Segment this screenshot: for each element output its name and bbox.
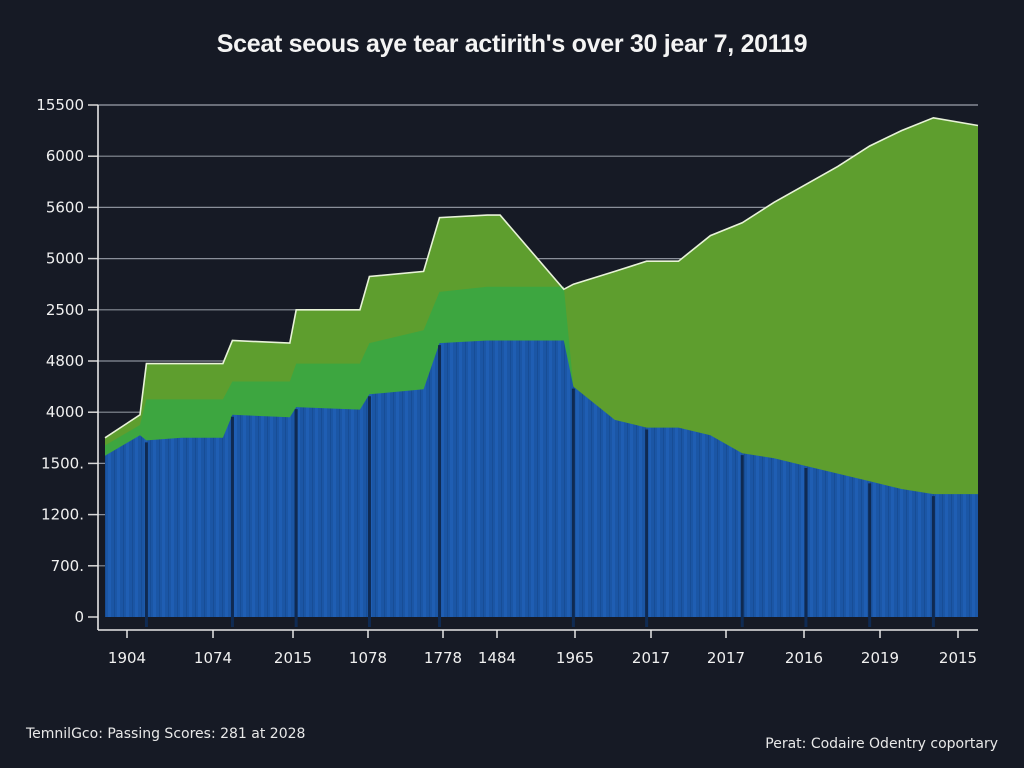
y-tick-label: 5600	[46, 198, 84, 216]
y-axis: 0 700. 1200. 1500. 4000 4800 2500 5000 5600 6000 1…	[36, 96, 99, 630]
x-tick-label: 1078	[349, 649, 387, 667]
x-tick-label: 2016	[785, 649, 823, 667]
area-top-outline	[104, 116, 979, 439]
area-series	[104, 116, 979, 627]
x-tick-label: 2017	[632, 649, 670, 667]
y-tick-label: 1200.	[41, 506, 84, 524]
x-tick-label: 2017	[707, 649, 745, 667]
y-tick-label: 4000	[46, 403, 84, 421]
x-tick-label: 1074	[194, 649, 232, 667]
y-tick-label: 700.	[51, 557, 84, 575]
chart-title: Sceat seous aye tear actirith's over 30 …	[216, 30, 808, 58]
footer-note-left: TemnilGco: Passing Scores: 281 at 2028	[26, 726, 306, 742]
x-tick-label: 1965	[556, 649, 594, 667]
x-tick-label: 1904	[108, 649, 146, 667]
y-tick-label: 5000	[46, 250, 84, 268]
y-tick-label: 4800	[46, 352, 84, 370]
x-axis: 1904 1074 2015 1078 1778 1484 1965 2017 2017 2016…	[98, 629, 978, 667]
x-tick-label: 2015	[939, 649, 977, 667]
x-tick-label: 2019	[861, 649, 899, 667]
footer-note-right: Perat: Codaire Odentry coportary	[765, 736, 998, 752]
y-tick-label: 1500.	[41, 454, 84, 472]
y-tick-label: 6000	[46, 147, 84, 165]
x-tick-label: 1484	[478, 649, 516, 667]
y-tick-label: 2500	[46, 301, 84, 319]
area-blue	[105, 340, 978, 617]
x-tick-label: 1778	[424, 649, 462, 667]
y-tick-label: 15500	[36, 96, 84, 114]
y-tick-label: 0	[74, 608, 84, 626]
x-tick-label: 2015	[274, 649, 312, 667]
